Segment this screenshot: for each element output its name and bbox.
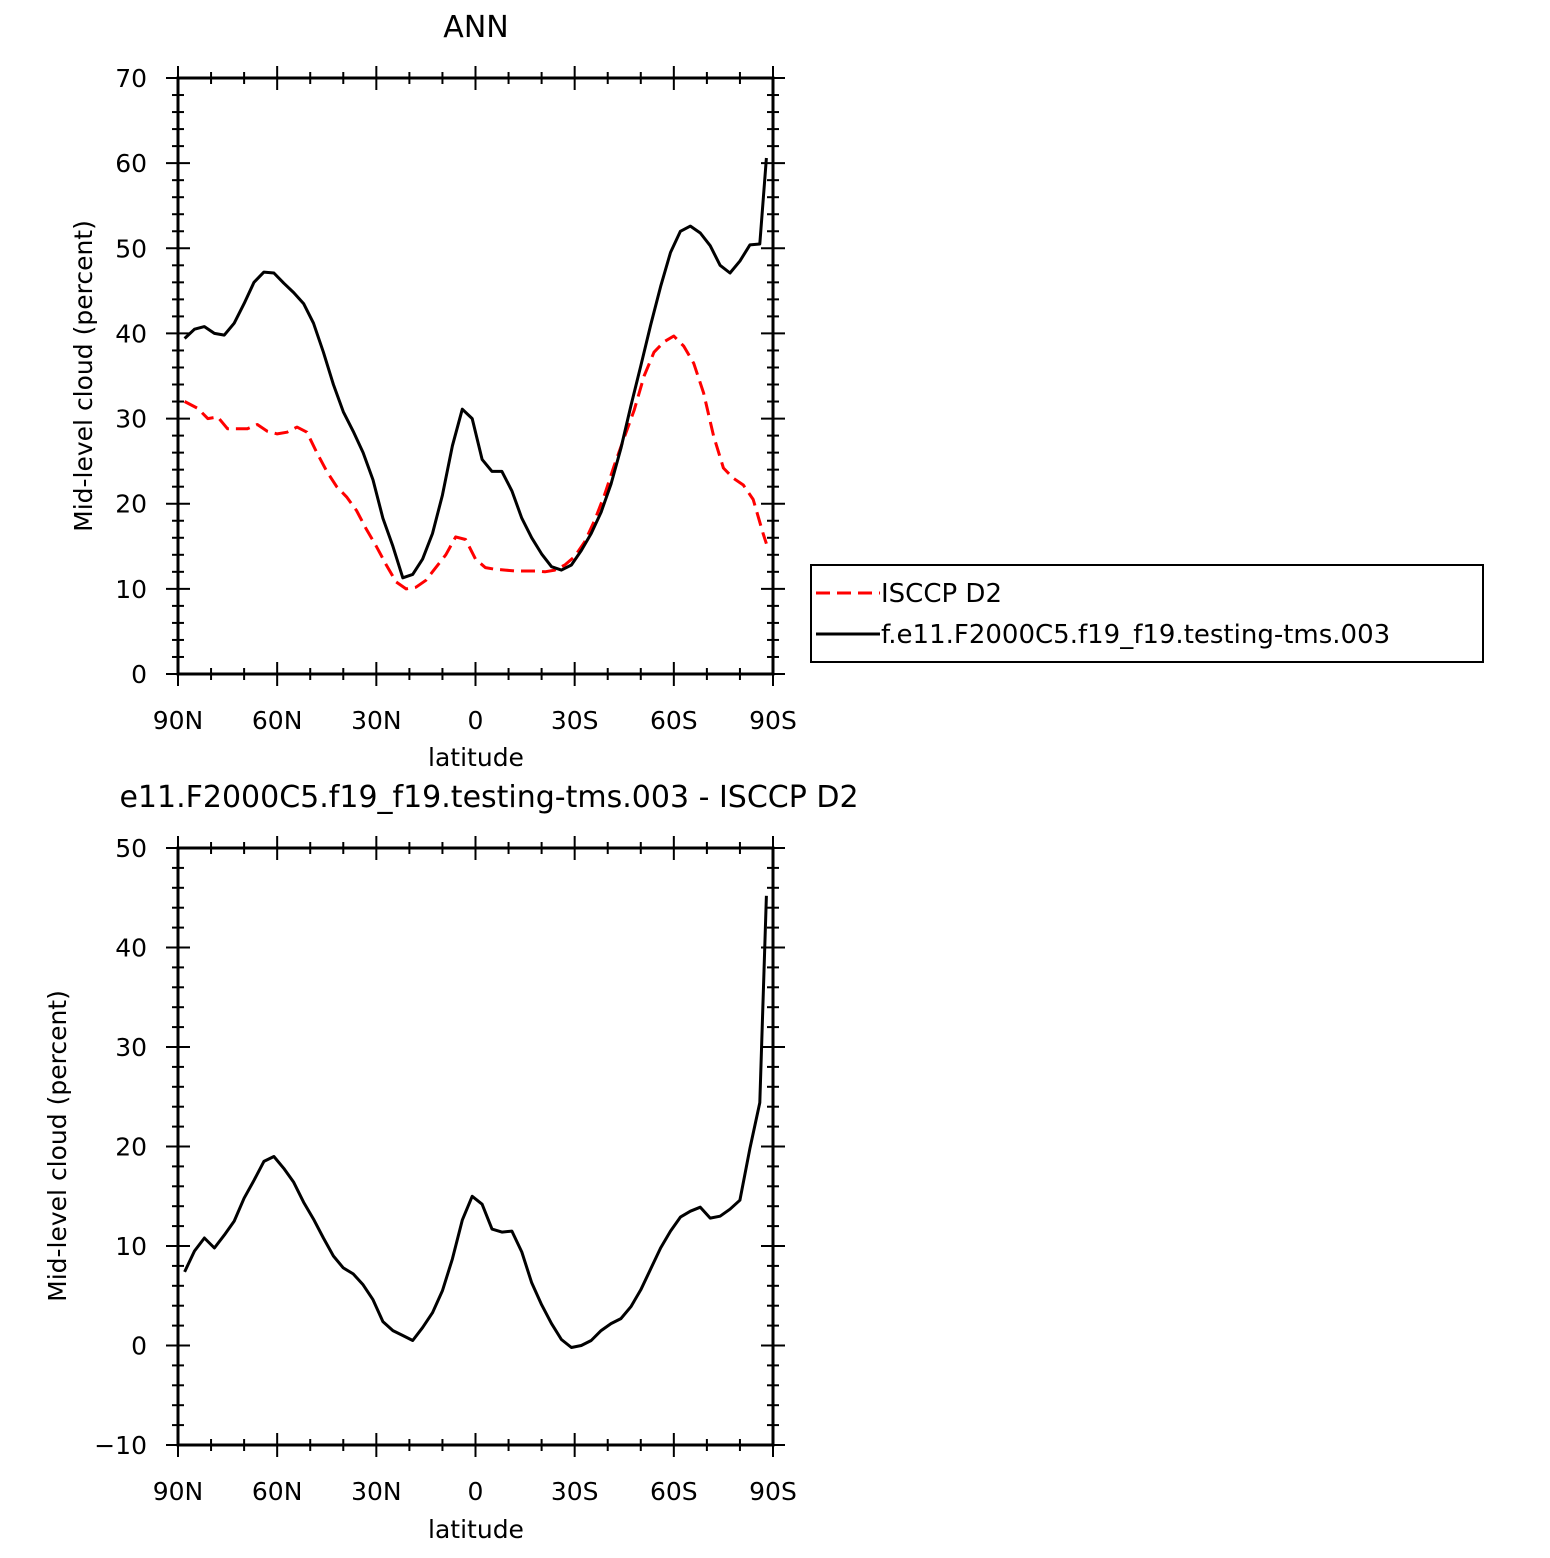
- x-tick-label: 30N: [351, 706, 402, 735]
- top-panel-series: [183, 157, 768, 591]
- y-tick-label: 50: [115, 834, 147, 863]
- y-tick-label: 60: [115, 149, 147, 178]
- y-tick-label: 0: [131, 1332, 147, 1361]
- bottom-panel-series: [183, 895, 768, 1349]
- x-tick-label: 90S: [749, 1477, 797, 1506]
- legend-box: [810, 564, 1484, 663]
- y-tick-label: 50: [115, 234, 147, 263]
- x-tick-label: 0: [468, 1477, 484, 1506]
- top-panel: ANN 0 10 20 30 40 50 60 70 90N 60N 30N 0 30S 60S 90S l…: [69, 10, 797, 772]
- top-panel-y-label: Mid-level cloud (percent): [69, 220, 98, 532]
- y-tick-label: 0: [131, 660, 147, 689]
- top-panel-x-label: latitude: [428, 743, 524, 772]
- x-tick-label: 60N: [252, 1477, 303, 1506]
- x-tick-label: 30S: [551, 706, 599, 735]
- bottom-panel: e11.F2000C5.f19_f19.testing-tms.003 - IS…: [43, 780, 859, 1544]
- y-tick-label: 30: [115, 1033, 147, 1062]
- x-tick-label: 90S: [749, 706, 797, 735]
- y-tick-label: 20: [115, 490, 147, 519]
- y-tick-label: 40: [115, 319, 147, 348]
- bottom-panel-x-label: latitude: [428, 1515, 524, 1544]
- top-panel-frame: [176, 76, 775, 676]
- x-tick-label: 0: [468, 706, 484, 735]
- isccp-d2-series-line: [183, 334, 768, 591]
- difference-series-line: [183, 895, 768, 1349]
- y-tick-label: 10: [115, 1232, 147, 1261]
- y-tick-label: 30: [115, 405, 147, 434]
- x-tick-label: 60S: [650, 1477, 698, 1506]
- bottom-panel-frame: [176, 846, 775, 1447]
- y-tick-label: 20: [115, 1133, 147, 1162]
- legend-label-isccp: ISCCP D2: [881, 579, 1002, 609]
- y-tick-label: −10: [94, 1431, 147, 1460]
- legend-label-model: f.e11.F2000C5.f19_f19.testing-tms.003: [881, 620, 1390, 650]
- x-tick-label: 90N: [153, 1477, 204, 1506]
- y-tick-label: 70: [115, 64, 147, 93]
- x-tick-label: 30N: [351, 1477, 402, 1506]
- bottom-panel-y-label: Mid-level cloud (percent): [43, 990, 72, 1302]
- x-tick-label: 60S: [650, 706, 698, 735]
- x-tick-label: 90N: [153, 706, 204, 735]
- top-panel-title: ANN: [443, 10, 508, 45]
- x-tick-label: 60N: [252, 706, 303, 735]
- model-series-line: [183, 157, 768, 580]
- y-tick-label: 40: [115, 934, 147, 963]
- bottom-panel-title: e11.F2000C5.f19_f19.testing-tms.003 - IS…: [119, 780, 858, 815]
- legend: ISCCP D2 f.e11.F2000C5.f19_f19.testing-t…: [810, 564, 1484, 663]
- x-tick-label: 30S: [551, 1477, 599, 1506]
- y-tick-label: 10: [115, 575, 147, 604]
